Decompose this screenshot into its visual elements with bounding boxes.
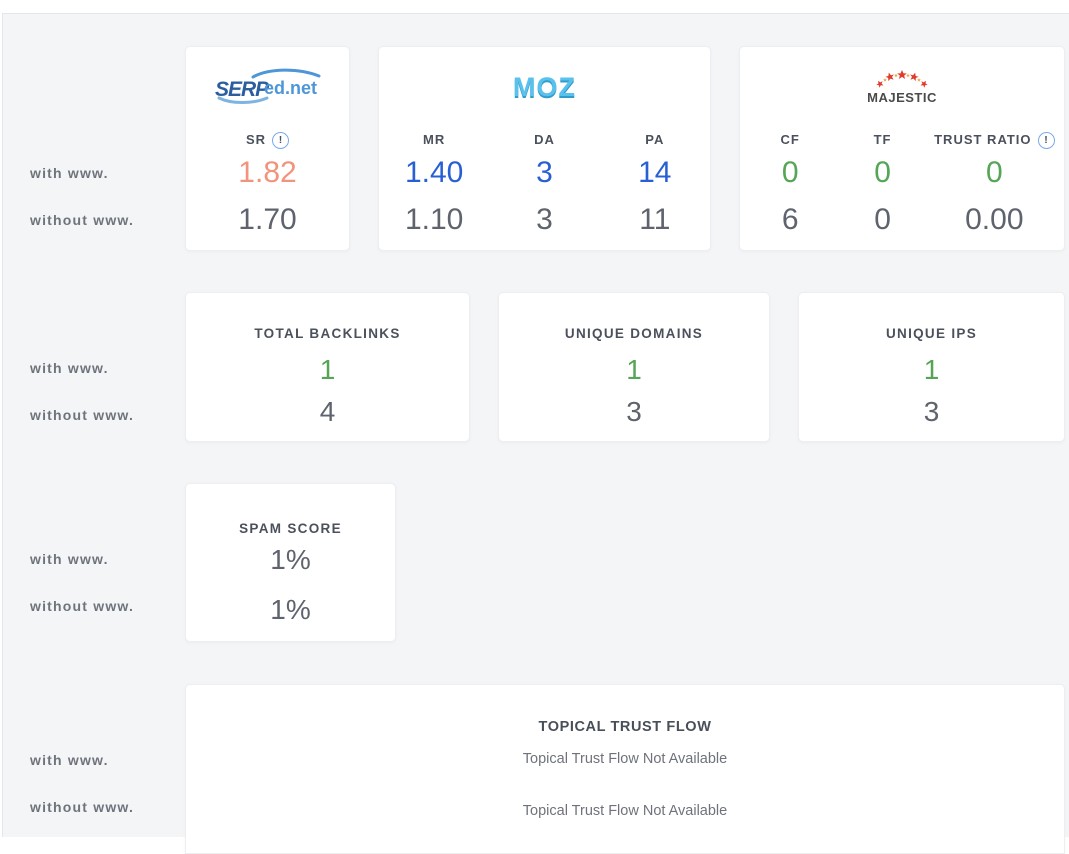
da-value-without-www: 3 — [536, 203, 553, 236]
row-label-with-www-metrics: with www. — [30, 165, 109, 181]
serped-logo-icon: SERP ed.net — [215, 68, 320, 104]
moz-pa-column: PA 14 11 — [600, 131, 710, 243]
row-label-without-www-topical: without www. — [30, 799, 135, 815]
sr-value-with-www: 1.82 — [238, 156, 297, 189]
majestic-trust-ratio-column: TRUST RATIO ! 0 0.00 — [925, 131, 1064, 243]
trust-ratio-label: TRUST RATIO — [934, 132, 1032, 147]
topical-message-without-www: Topical Trust Flow Not Available — [522, 803, 728, 819]
unique-ips-with-www: 1 — [923, 354, 940, 385]
da-value-with-www: 3 — [536, 156, 553, 189]
serped-logo-text-ednet: ed.net — [264, 78, 317, 98]
majestic-tf-column: TF 0 0 — [840, 131, 924, 243]
topical-message-with-www: Topical Trust Flow Not Available — [522, 751, 728, 767]
serped-logo: SERP ed.net — [186, 63, 349, 111]
unique-ips-card: UNIQUE IPS 1 3 — [798, 292, 1065, 442]
unique-domains-without-www: 3 — [626, 396, 642, 427]
row-label-without-www-backlinks: without www. — [30, 407, 135, 423]
moz-logo-text: MOZ — [513, 71, 576, 102]
majestic-logo: MAJESTIC — [740, 63, 1064, 111]
majestic-logo-icon: MAJESTIC — [867, 70, 937, 105]
spam-score-with-www: 1% — [270, 544, 311, 575]
pa-label: PA — [645, 132, 665, 147]
row-label-with-www-topical: with www. — [30, 752, 109, 768]
topical-trust-flow-card: TOPICAL TRUST FLOW Topical Trust Flow No… — [185, 684, 1065, 854]
trust-ratio-info-icon[interactable]: ! — [1037, 131, 1055, 149]
majestic-cf-column: CF 0 6 — [740, 131, 840, 243]
pa-value-with-www: 14 — [638, 156, 672, 189]
unique-domains-card: UNIQUE DOMAINS 1 3 — [498, 292, 770, 442]
moz-mr-column: MR 1.40 1.10 — [379, 131, 489, 243]
mr-label: MR — [423, 132, 446, 147]
majestic-card: MAJESTIC CF 0 6 TF 0 0 TRUST RATIO ! 0 0… — [739, 46, 1065, 251]
unique-ips-title: UNIQUE IPS — [885, 326, 977, 341]
total-backlinks-title: TOTAL BACKLINKS — [254, 326, 401, 341]
tf-value-with-www: 0 — [874, 156, 891, 189]
tf-label: TF — [873, 132, 892, 147]
tf-value-without-www: 0 — [874, 203, 891, 236]
majestic-logo-text: MAJESTIC — [867, 90, 937, 105]
sr-label: SR — [245, 132, 267, 147]
row-label-without-www-spam: without www. — [30, 598, 135, 614]
cf-value-without-www: 6 — [781, 203, 799, 236]
row-label-with-www-backlinks: with www. — [30, 360, 109, 376]
unique-domains-title: UNIQUE DOMAINS — [564, 326, 704, 341]
serped-logo-text-serp: SERP — [215, 78, 270, 101]
da-label: DA — [534, 132, 555, 147]
row-label-without-www-metrics: without www. — [30, 212, 135, 228]
sr-info-icon[interactable]: ! — [272, 131, 290, 149]
moz-logo: MOZ — [379, 63, 710, 111]
cf-value-with-www: 0 — [781, 156, 799, 189]
moz-card: MOZ MR 1.40 1.10 DA 3 3 PA 14 11 — [378, 46, 711, 251]
trust-ratio-value-without-www: 0.00 — [965, 203, 1024, 236]
unique-domains-with-www: 1 — [626, 354, 642, 385]
moz-da-column: DA 3 3 — [489, 131, 599, 243]
trust-ratio-value-with-www: 0 — [985, 156, 1003, 189]
total-backlinks-with-www: 1 — [319, 354, 336, 385]
mr-value-with-www: 1.40 — [404, 156, 464, 189]
spam-score-title: SPAM SCORE — [239, 521, 342, 536]
pa-value-without-www: 11 — [639, 203, 671, 236]
sr-value-without-www: 1.70 — [238, 203, 297, 236]
serped-sr-column: SR ! 1.82 1.70 — [186, 131, 349, 243]
topical-trust-flow-title: TOPICAL TRUST FLOW — [538, 719, 712, 735]
seo-metrics-dashboard: { "labels": { "with_www": "with www.", "… — [2, 13, 1069, 854]
row-label-with-www-spam: with www. — [30, 551, 109, 567]
cf-label: CF — [780, 132, 800, 147]
serped-card: SERP ed.net SR ! 1.82 1.70 — [185, 46, 350, 251]
unique-ips-without-www: 3 — [923, 396, 940, 427]
spam-score-card: SPAM SCORE 1% 1% — [185, 483, 396, 642]
serped-sr-label-row: SR ! — [186, 131, 349, 149]
total-backlinks-without-www: 4 — [319, 396, 336, 427]
total-backlinks-card: TOTAL BACKLINKS 1 4 — [185, 292, 470, 442]
spam-score-without-www: 1% — [270, 594, 311, 625]
trust-ratio-label-row: TRUST RATIO ! — [925, 131, 1064, 149]
mr-value-without-www: 1.10 — [404, 203, 464, 236]
